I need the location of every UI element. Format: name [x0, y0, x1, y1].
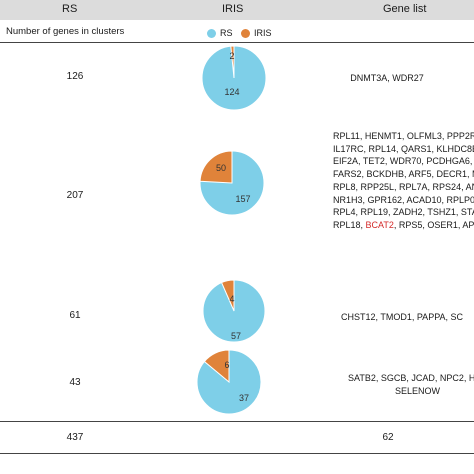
divider [0, 42, 474, 43]
pie-label-iris: 2 [229, 51, 234, 61]
subheader-row: Number of genes in clusters RS IRIS [0, 23, 474, 43]
gene-list-3: CHST12, TMOD1, PAPPA, SC [341, 311, 474, 324]
total-rs: 437 [66, 432, 84, 443]
gene-list-1: DNMT3A, WDR27 [300, 72, 474, 85]
gene-line: SELENOW [395, 385, 441, 396]
pie-label-rs: 157 [235, 194, 250, 204]
pie-slice-rs [201, 45, 267, 111]
gene-line: EIF2A, TET2, WDR70, PCDHGA6, R [333, 156, 474, 167]
pie-label-iris: 4 [229, 294, 234, 304]
divider [0, 421, 474, 422]
pie-slice-rs [202, 279, 266, 343]
gene-list-4: SATB2, SGCB, JCAD, NPC2, H SELENOW [348, 372, 474, 397]
gene-line: IL17RC, RPL14, QARS1, KLHDC8B, [333, 143, 474, 154]
gene-line: CHST12, TMOD1, PAPPA, SC [341, 312, 464, 322]
pie-slice-iris [230, 45, 235, 79]
header-gene-list: Gene list [383, 3, 427, 15]
divider [0, 453, 474, 454]
table-header: RS IRIS Gene list [0, 0, 474, 20]
pie-slice-iris [220, 279, 235, 312]
gene-line: NR1H3, GPR162, ACAD10, RPLP0, [333, 194, 474, 205]
pie-slice-rs [199, 150, 265, 216]
pie-label-rs: 124 [224, 87, 239, 97]
gene-line: RPL11, HENMT1, OLFML3, PPP2R5A [333, 131, 474, 141]
rs-count-3: 61 [69, 310, 81, 321]
pie-slice-iris [199, 150, 233, 184]
pie-label-iris: 50 [216, 163, 226, 173]
gene-line: RPL18, BCAT2, RPS5, OSER1, APC [333, 219, 474, 230]
rs-count-1: 126 [66, 71, 84, 82]
subheader-label: Number of genes in clusters [6, 26, 125, 37]
rs-count-4: 43 [69, 377, 81, 388]
gene-line: FARS2, BCKDHB, ARF5, DECR1, M [333, 169, 474, 180]
legend-rs-label: RS [220, 28, 233, 38]
legend-rs-swatch [207, 29, 216, 38]
total-genes: 62 [382, 432, 394, 443]
pie-label-rs: 57 [231, 331, 241, 341]
header-rs: RS [62, 3, 78, 15]
legend-iris-label: IRIS [254, 28, 272, 38]
pie-label-rs: 37 [239, 393, 249, 403]
pie-slice-rs [196, 349, 262, 415]
gene-line: RPL4, RPL19, ZADH2, TSHZ1, STA [333, 207, 474, 218]
pie-slice-iris [203, 349, 230, 384]
gene-line: DNMT3A, WDR27 [350, 73, 424, 83]
pie-label-iris: 6 [224, 360, 229, 370]
header-iris: IRIS [222, 3, 244, 15]
gene-line: SATB2, SGCB, JCAD, NPC2, H [348, 373, 474, 383]
legend-iris-swatch [241, 29, 250, 38]
gene-line: RPL8, RPP25L, RPL7A, RPS24, AN [333, 181, 474, 192]
gene-list-2: RPL11, HENMT1, OLFML3, PPP2R5A IL17RC, RP… [333, 130, 474, 232]
highlighted-gene: BCAT2 [365, 219, 394, 230]
rs-count-2: 207 [66, 190, 84, 201]
